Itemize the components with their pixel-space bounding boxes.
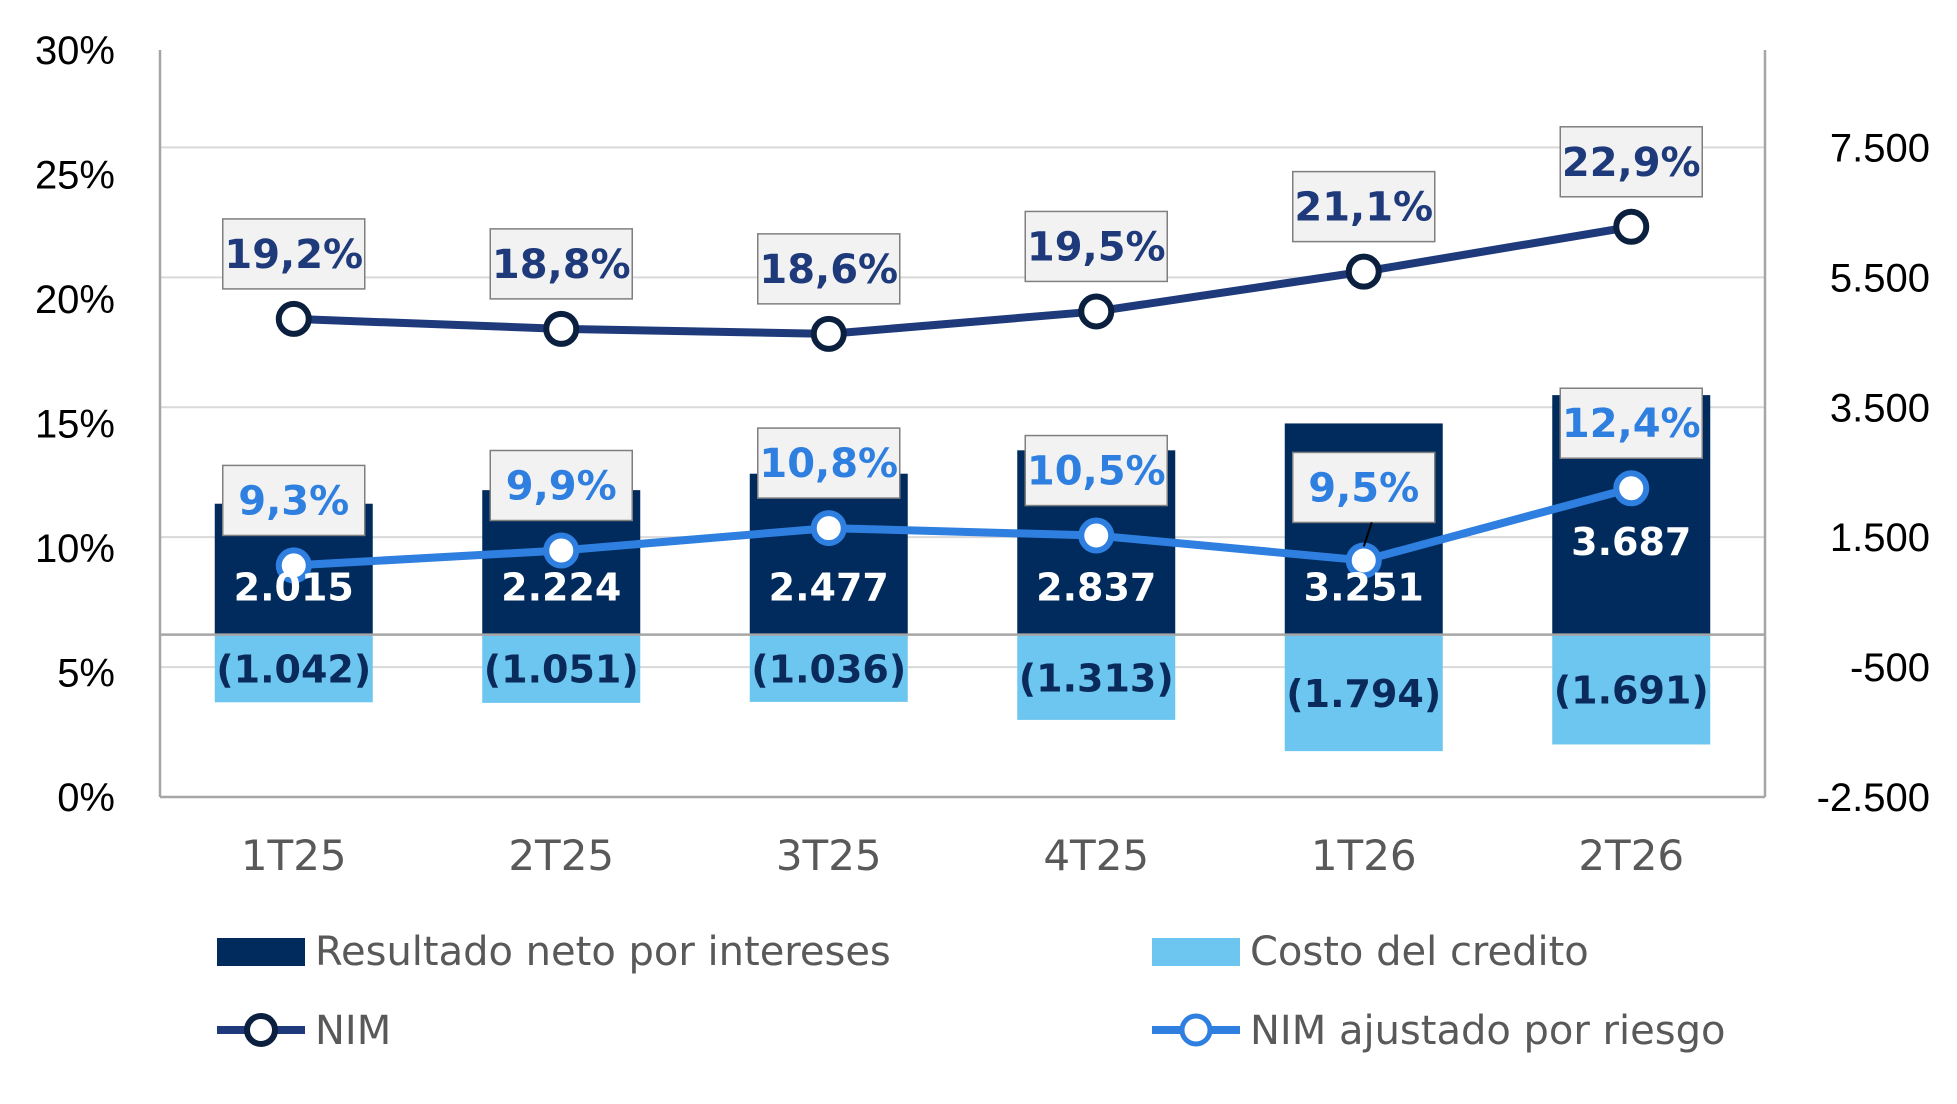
y-left-tick-label: 0% — [57, 776, 115, 820]
nim-ajustado-label: 9,3% — [238, 478, 349, 524]
nim-point — [1613, 208, 1650, 245]
y-left-tick-label: 25% — [35, 154, 115, 198]
bar-costo-credito — [1284, 634, 1443, 752]
nim-ajustado-label: 10,8% — [759, 441, 898, 487]
nim-label-box — [1559, 126, 1703, 198]
legend-marker-nim-ajustado — [1179, 1013, 1213, 1047]
bar-label-costo-credito: (1.313) — [1019, 656, 1174, 700]
nim-ajustado-label-box — [489, 449, 633, 522]
bar-costo-credito — [482, 634, 641, 703]
y-right-tick-label: -2.500 — [1817, 776, 1930, 820]
nim-point — [275, 300, 312, 337]
legend-swatch-costo-credito — [1152, 938, 1240, 966]
nim-ajustado-label: 12,4% — [1562, 401, 1701, 447]
nim-ajustado-point — [810, 510, 847, 547]
y-right-tick-label: 5.500 — [1830, 256, 1930, 300]
nim-ajustado-label: 9,9% — [506, 463, 617, 509]
lines-layer — [275, 208, 1650, 584]
nim-label: 18,6% — [759, 247, 898, 293]
nim-ajustado-point — [1078, 517, 1115, 554]
nim-line — [289, 222, 1636, 338]
nim-label-box — [222, 218, 366, 290]
y-right-tick-label: 7.500 — [1830, 126, 1930, 170]
nim-ajustado-label: 10,5% — [1027, 449, 1166, 495]
y-left-tick-label: 15% — [35, 403, 115, 447]
nim-label-box — [757, 233, 901, 305]
bar-costo-credito — [214, 634, 373, 703]
bar-costo-credito — [1552, 634, 1711, 745]
nim-ajustado-label-box — [222, 464, 366, 537]
nim-ajustado-line — [289, 484, 1636, 570]
nim-label: 18,8% — [492, 242, 631, 288]
y-left-tick-label: 5% — [57, 652, 115, 696]
category-label: 4T25 — [1043, 831, 1149, 880]
bar-label-resultado-neto: 3.251 — [1304, 566, 1424, 610]
nim-point — [1078, 293, 1115, 330]
y-right-tick-label: -500 — [1850, 646, 1930, 690]
nim-label-box — [489, 228, 633, 300]
bars-layer — [214, 395, 1711, 752]
nim-ajustado-point — [275, 547, 312, 584]
axis-layer: 0% 5% 10% 15% 20% 25% 30% -2.500 -500 1.500 3.500 5… — [35, 29, 1930, 880]
bar-label-costo-credito: (1.042) — [216, 647, 371, 691]
bar-label-costo-credito: (1.051) — [484, 648, 639, 692]
nim-ajustado-point — [1613, 470, 1650, 507]
category-label: 3T25 — [776, 831, 882, 880]
legend-label-resultado-neto: Resultado neto por intereses — [315, 929, 891, 975]
legend-swatch-resultado-neto — [217, 938, 305, 966]
nim-label: 22,9% — [1562, 140, 1701, 186]
nim-label: 21,1% — [1294, 185, 1433, 231]
category-label: 2T26 — [1578, 831, 1684, 880]
bar-label-resultado-neto: 2.837 — [1036, 566, 1156, 610]
nim-point — [1345, 253, 1382, 290]
y-right-tick-label: 3.500 — [1830, 386, 1930, 430]
category-label: 1T25 — [241, 831, 347, 880]
legend-label-nim: NIM — [315, 1008, 391, 1054]
category-label: 1T26 — [1311, 831, 1417, 880]
nim-ajustado-point — [543, 532, 580, 569]
bar-label-costo-credito: (1.691) — [1554, 669, 1709, 713]
bar-label-resultado-neto: 2.477 — [769, 566, 889, 610]
y-left-tick-label: 10% — [35, 527, 115, 571]
bar-costo-credito — [1017, 634, 1176, 720]
category-label: 2T25 — [508, 831, 614, 880]
nim-ajustado-label-box — [1559, 387, 1703, 459]
bar-resultado-neto — [749, 473, 908, 635]
nim-ajustado-label: 9,5% — [1308, 465, 1419, 511]
nim-ajustado-leader-line — [1362, 522, 1373, 547]
y-right-tick-label: 1.500 — [1830, 516, 1930, 560]
bar-label-resultado-neto: 3.687 — [1571, 520, 1691, 564]
legend-marker-nim — [244, 1013, 278, 1047]
bar-costo-credito — [749, 634, 908, 702]
legend-layer: Resultado neto por intereses Costo del cr… — [217, 929, 1725, 1054]
nim-label: 19,5% — [1027, 224, 1166, 270]
nim-label: 19,2% — [224, 232, 363, 278]
bar-label-costo-credito: (1.794) — [1286, 672, 1441, 716]
bar-label-costo-credito: (1.036) — [751, 647, 906, 691]
nim-point — [810, 315, 847, 352]
y-left-tick-label: 30% — [35, 29, 115, 73]
nim-ajustado-label-box — [757, 427, 901, 499]
nim-ajustado-label-box — [1292, 451, 1436, 524]
legend-label-nim-ajustado: NIM ajustado por riesgo — [1250, 1008, 1725, 1054]
nim-label-box — [1292, 170, 1436, 243]
nim-label-box — [1024, 210, 1168, 283]
y-left-tick-label: 20% — [35, 278, 115, 322]
bar-label-resultado-neto: 2.015 — [234, 566, 354, 610]
bar-label-resultado-neto: 2.224 — [501, 566, 621, 610]
nim-point — [543, 310, 580, 347]
labels-layer: 2.015 (1.042) 2.224 (1.051) 2.477 (1.036) 2.83… — [216, 126, 1709, 716]
nim-ajustado-label-box — [1024, 434, 1168, 507]
legend-label-costo-credito: Costo del credito — [1250, 929, 1589, 975]
